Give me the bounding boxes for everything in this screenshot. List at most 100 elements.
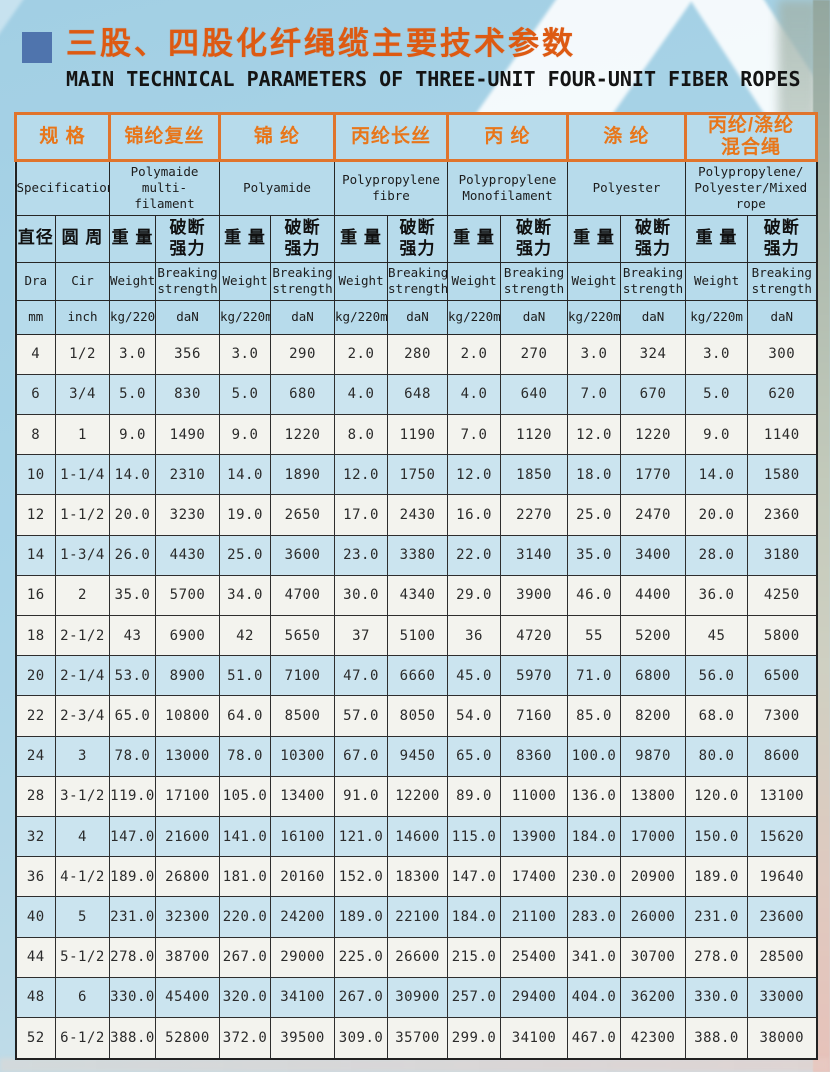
- diameter-cell: 8: [15, 414, 56, 456]
- value-cell: 17.0: [334, 494, 389, 536]
- strength-header-zh: 破断 强力: [500, 214, 569, 263]
- value-cell: 257.0: [447, 976, 502, 1018]
- value-cell: 2430: [387, 494, 449, 536]
- value-cell: 3.0: [109, 333, 156, 375]
- value-cell: 2360: [747, 494, 818, 536]
- diameter-cell: 16: [15, 574, 56, 617]
- table-row: 32 4 147.0 21600 141.0 16100 121.0 14600 115.0 13…: [15, 815, 818, 858]
- value-cell: 3.0: [567, 333, 622, 375]
- value-cell: 230.0: [567, 856, 622, 898]
- value-cell: 6800: [620, 655, 687, 697]
- value-cell: 14.0: [685, 454, 749, 496]
- header-row-material-zh: 规 格 锦纶复丝 锦 纶 丙纶长丝 丙 纶 涤 纶 丙纶/涤纶 混合绳: [14, 112, 819, 162]
- value-cell: 45: [685, 614, 749, 657]
- table-row: 24 3 78.0 13000 78.0 10300 67.0 9450 65.0 8360 100…: [15, 735, 818, 777]
- table-row: 20 2-1/4 53.0 8900 51.0 7100 47.0 6660 45.0 5970 7…: [15, 655, 818, 697]
- circumference-cell: 1/2: [55, 333, 110, 375]
- value-cell: 404.0: [567, 976, 622, 1018]
- value-cell: 7160: [500, 695, 569, 737]
- circumference-cell: 3/4: [55, 373, 110, 416]
- value-cell: 9450: [387, 735, 449, 777]
- diameter-cell: 4: [15, 333, 56, 375]
- value-cell: 5100: [387, 614, 449, 657]
- table-row: 16 2 35.0 5700 34.0 4700 30.0 4340 29.0 3900 46.0 4…: [15, 574, 818, 617]
- value-cell: 189.0: [334, 896, 389, 938]
- strength-header-en: Breaking strength: [620, 261, 687, 301]
- value-cell: 29.0: [447, 574, 502, 617]
- value-cell: 21100: [500, 896, 569, 938]
- table-row: 40 5 231.0 32300 220.0 24200 189.0 22100 184.0 21…: [15, 896, 818, 938]
- material-header-zh: 锦纶复丝: [107, 112, 222, 162]
- value-cell: 189.0: [685, 856, 749, 898]
- value-cell: 25400: [500, 936, 569, 978]
- circumference-cell: 4-1/2: [55, 856, 110, 898]
- value-cell: 3230: [154, 494, 221, 536]
- value-cell: 670: [620, 373, 687, 416]
- table-row: 18 2-1/2 43 6900 42 5650 37 5100 36 4720 55 5200 45 5…: [15, 614, 818, 657]
- strength-header-en: Breaking strength: [747, 261, 818, 301]
- page-title-zh: 三股、四股化纤绳缆主要技术参数: [66, 26, 576, 61]
- circumference-header-en: Cir: [55, 261, 110, 301]
- value-cell: 29400: [500, 976, 569, 1018]
- weight-header-en: Weight: [219, 261, 272, 301]
- value-cell: 5800: [747, 614, 818, 657]
- value-cell: 6500: [747, 655, 818, 697]
- material-header-en: Polymaide multi- filament: [108, 159, 221, 216]
- circumference-cell: 2-1/2: [55, 614, 110, 657]
- value-cell: 5970: [500, 655, 569, 697]
- value-cell: 18.0: [567, 454, 622, 496]
- value-cell: 8.0: [334, 414, 389, 456]
- value-cell: 80.0: [685, 735, 749, 777]
- value-cell: 8200: [620, 695, 687, 737]
- value-cell: 4430: [154, 534, 221, 576]
- value-cell: 15620: [747, 815, 818, 858]
- value-cell: 78.0: [219, 735, 272, 777]
- value-cell: 13900: [500, 815, 569, 858]
- value-cell: 267.0: [334, 976, 389, 1018]
- value-cell: 2650: [270, 494, 336, 536]
- weight-header-en: Weight: [447, 261, 502, 301]
- value-cell: 65.0: [447, 735, 502, 777]
- table-row: 48 6 330.0 45400 320.0 34100 267.0 30900 257.0 29…: [15, 976, 818, 1018]
- value-cell: 5700: [154, 574, 221, 617]
- value-cell: 34.0: [219, 574, 272, 617]
- value-cell: 17400: [500, 856, 569, 898]
- value-cell: 64.0: [219, 695, 272, 737]
- value-cell: 23600: [747, 896, 818, 938]
- diameter-cell: 10: [15, 454, 56, 496]
- value-cell: 85.0: [567, 695, 622, 737]
- value-cell: 20160: [270, 856, 336, 898]
- value-cell: 34100: [500, 1016, 569, 1060]
- value-cell: 147.0: [447, 856, 502, 898]
- value-cell: 25.0: [219, 534, 272, 576]
- value-cell: 1580: [747, 454, 818, 496]
- strength-unit: daN: [387, 299, 449, 335]
- value-cell: 23.0: [334, 534, 389, 576]
- value-cell: 280: [387, 333, 449, 375]
- value-cell: 5200: [620, 614, 687, 657]
- fiber-rope-spec-table: 规 格 锦纶复丝 锦 纶 丙纶长丝 丙 纶 涤 纶 丙纶/涤纶 混合绳 Spec…: [14, 112, 819, 1060]
- value-cell: 52800: [154, 1016, 221, 1060]
- value-cell: 231.0: [685, 896, 749, 938]
- material-header-zh: 锦 纶: [218, 112, 337, 162]
- value-cell: 225.0: [334, 936, 389, 978]
- strength-header-zh: 破断 强力: [270, 214, 336, 263]
- value-cell: 1490: [154, 414, 221, 456]
- value-cell: 22100: [387, 896, 449, 938]
- diameter-cell: 24: [15, 735, 56, 777]
- weight-header-zh: 重 量: [219, 214, 272, 263]
- value-cell: 21600: [154, 815, 221, 858]
- value-cell: 189.0: [109, 856, 156, 898]
- diameter-header-en: Dra: [15, 261, 56, 301]
- page-title-en: MAIN TECHNICAL PARAMETERS OF THREE-UNIT …: [66, 67, 801, 91]
- diameter-cell: 48: [15, 976, 56, 1018]
- value-cell: 136.0: [567, 775, 622, 817]
- strength-header-zh: 破断 强力: [387, 214, 449, 263]
- value-cell: 267.0: [219, 936, 272, 978]
- value-cell: 34100: [270, 976, 336, 1018]
- strength-unit: daN: [747, 299, 818, 335]
- weight-unit: kg/220m: [447, 299, 502, 335]
- circumference-cell: 1-3/4: [55, 534, 110, 576]
- value-cell: 290: [270, 333, 336, 375]
- value-cell: 121.0: [334, 815, 389, 858]
